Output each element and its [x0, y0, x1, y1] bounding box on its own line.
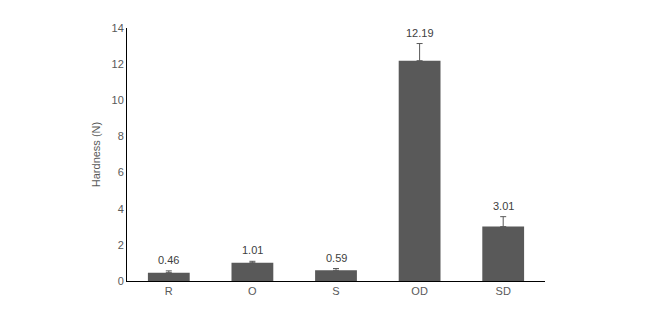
- svg-text:1.01: 1.01: [242, 244, 263, 256]
- svg-text:S: S: [332, 285, 339, 297]
- svg-text:O: O: [248, 285, 257, 297]
- svg-text:0.59: 0.59: [326, 252, 347, 264]
- svg-text:14: 14: [112, 22, 124, 34]
- svg-text:12: 12: [112, 58, 124, 70]
- svg-text:0.46: 0.46: [158, 254, 179, 266]
- svg-text:3.01: 3.01: [493, 200, 514, 212]
- svg-text:8: 8: [118, 130, 124, 142]
- svg-text:OD: OD: [411, 285, 428, 297]
- svg-text:Hardness (N): Hardness (N): [90, 122, 102, 187]
- svg-text:R: R: [165, 285, 173, 297]
- svg-text:SD: SD: [496, 285, 511, 297]
- svg-text:6: 6: [118, 166, 124, 178]
- svg-text:12.19: 12.19: [406, 27, 434, 39]
- svg-text:2: 2: [118, 239, 124, 251]
- svg-text:0: 0: [118, 275, 124, 287]
- svg-text:10: 10: [112, 94, 124, 106]
- svg-text:4: 4: [118, 203, 124, 215]
